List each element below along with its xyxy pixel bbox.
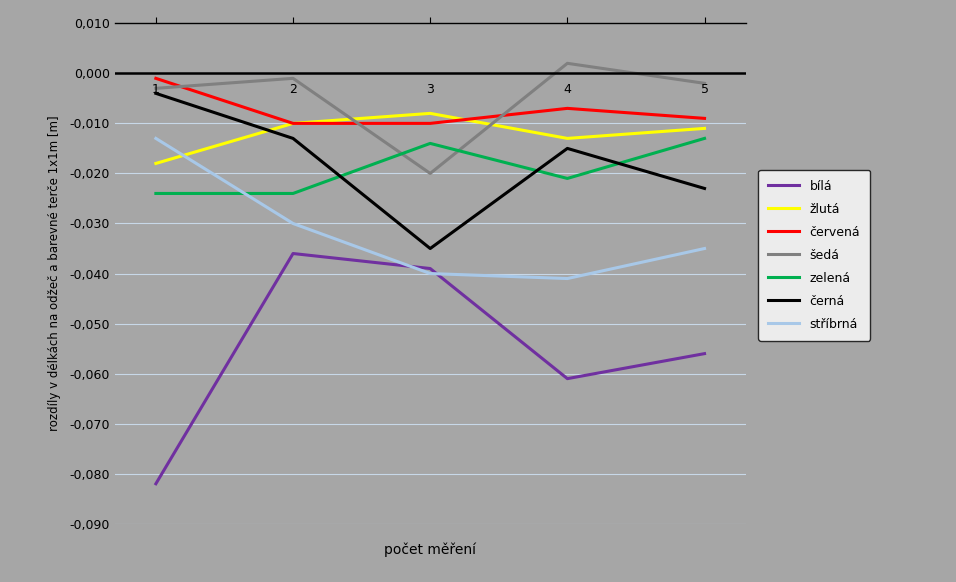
žlutá <box>699 125 710 132</box>
žlutá <box>288 120 299 127</box>
stříbrná <box>288 220 299 227</box>
černá <box>150 90 162 97</box>
Text: 4: 4 <box>563 83 572 97</box>
zelená <box>150 190 162 197</box>
červená <box>424 120 436 127</box>
šedá <box>561 60 573 67</box>
Text: 2: 2 <box>289 83 297 97</box>
Text: 5: 5 <box>701 83 708 97</box>
bílá <box>150 480 162 487</box>
Line: stříbrná: stříbrná <box>156 139 705 279</box>
Line: bílá: bílá <box>156 254 705 484</box>
zelená <box>424 140 436 147</box>
červená <box>150 75 162 82</box>
Line: žlutá: žlutá <box>156 113 705 164</box>
bílá <box>288 250 299 257</box>
bílá <box>424 265 436 272</box>
černá <box>424 245 436 252</box>
zelená <box>561 175 573 182</box>
černá <box>699 185 710 192</box>
Text: 1: 1 <box>152 83 160 97</box>
stříbrná <box>424 270 436 277</box>
šedá <box>150 85 162 92</box>
zelená <box>699 135 710 142</box>
stříbrná <box>699 245 710 252</box>
šedá <box>699 80 710 87</box>
Line: černá: černá <box>156 93 705 249</box>
Text: 3: 3 <box>426 83 434 97</box>
Line: červená: červená <box>156 79 705 123</box>
červená <box>288 120 299 127</box>
bílá <box>699 350 710 357</box>
Line: šedá: šedá <box>156 63 705 173</box>
zelená <box>288 190 299 197</box>
stříbrná <box>561 275 573 282</box>
červená <box>561 105 573 112</box>
Line: zelená: zelená <box>156 139 705 193</box>
šedá <box>424 170 436 177</box>
černá <box>561 145 573 152</box>
X-axis label: počet měření: počet měření <box>384 542 476 557</box>
žlutá <box>561 135 573 142</box>
červená <box>699 115 710 122</box>
bílá <box>561 375 573 382</box>
šedá <box>288 75 299 82</box>
Y-axis label: rozdíly v délkách na odžeč a barevné terče 1x1m [m]: rozdíly v délkách na odžeč a barevné ter… <box>48 116 61 431</box>
žlutá <box>424 110 436 117</box>
žlutá <box>150 160 162 167</box>
Legend: bílá, žlutá, červená, šedá, zelená, černá, stříbrná: bílá, žlutá, červená, šedá, zelená, čern… <box>758 170 870 340</box>
černá <box>288 135 299 142</box>
stříbrná <box>150 135 162 142</box>
